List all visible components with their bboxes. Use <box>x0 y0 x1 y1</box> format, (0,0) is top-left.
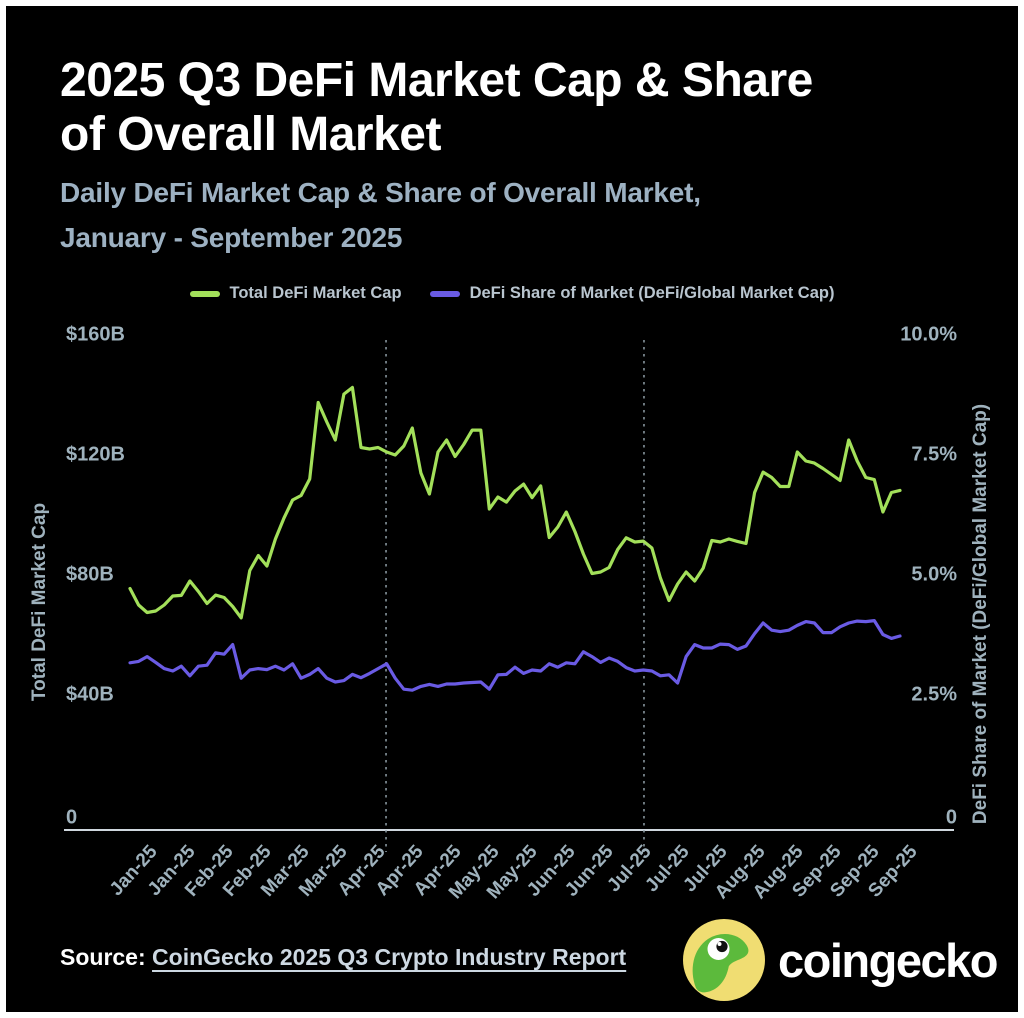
page-subtitle-line1: Daily DeFi Market Cap & Share of Overall… <box>60 177 701 208</box>
legend-swatch-purple <box>429 290 460 297</box>
right-axis-tick-label: 10.0% <box>900 323 957 345</box>
right-axis-tick-label: 7.5% <box>911 443 957 465</box>
left-axis-tick-label: $160B <box>66 323 125 345</box>
right-axis-tick-label: 2.5% <box>911 683 957 705</box>
coingecko-brand: coingecko <box>682 918 998 1002</box>
legend-item-total-defi-market-cap: Total DeFi Market Cap <box>189 284 402 303</box>
page-subtitle-line2: January - September 2025 <box>60 222 403 254</box>
brand-wordmark: coingecko <box>778 933 998 987</box>
left-axis-tick-label: $40B <box>66 683 114 705</box>
source-line: Source: CoinGecko 2025 Q3 Crypto Industr… <box>60 944 626 971</box>
right-axis-title: DeFi Share of Market (DeFi/Global Market… <box>970 404 991 824</box>
page-title-line2: of Overall Market <box>60 108 441 162</box>
coingecko-logo-icon <box>683 919 765 1001</box>
chart-legend: Total DeFi Market Cap DeFi Share of Mark… <box>6 284 1018 303</box>
left-axis-tick-label: 0 <box>66 806 77 828</box>
right-axis-tick-label: 0 <box>946 806 957 828</box>
series-line-defi-share-of-market <box>128 618 902 692</box>
source-label: Source: <box>60 944 146 970</box>
source-report-link[interactable]: CoinGecko 2025 Q3 Crypto Industry Report <box>152 944 627 970</box>
legend-label: Total DeFi Market Cap <box>229 284 402 302</box>
right-axis-tick-label: 5.0% <box>911 563 957 585</box>
dual-axis-line-chart: $160B $120B $80B $40B 0 10.0% 7.5% 5.0% 2.5% 0 Tot… <box>29 323 991 903</box>
page-title: 2025 Q3 DeFi Market Cap & Share of Overa… <box>60 54 960 162</box>
legend-swatch-green <box>189 290 220 297</box>
left-axis-tick-label: $80B <box>66 563 114 585</box>
page-title-line1: 2025 Q3 DeFi Market Cap & Share <box>60 54 813 107</box>
series-line-total-defi-market-cap <box>128 385 902 620</box>
left-axis-tick-label: $120B <box>66 443 125 465</box>
infographic-canvas: 2025 Q3 DeFi Market Cap & Share of Overa… <box>6 6 1018 1012</box>
left-axis-title: Total DeFi Market Cap <box>29 503 50 701</box>
legend-item-defi-share: DeFi Share of Market (DeFi/Global Market… <box>429 284 835 303</box>
page-subtitle: Daily DeFi Market Cap & Share of Overall… <box>60 170 880 261</box>
legend-label: DeFi Share of Market (DeFi/Global Market… <box>469 284 835 302</box>
